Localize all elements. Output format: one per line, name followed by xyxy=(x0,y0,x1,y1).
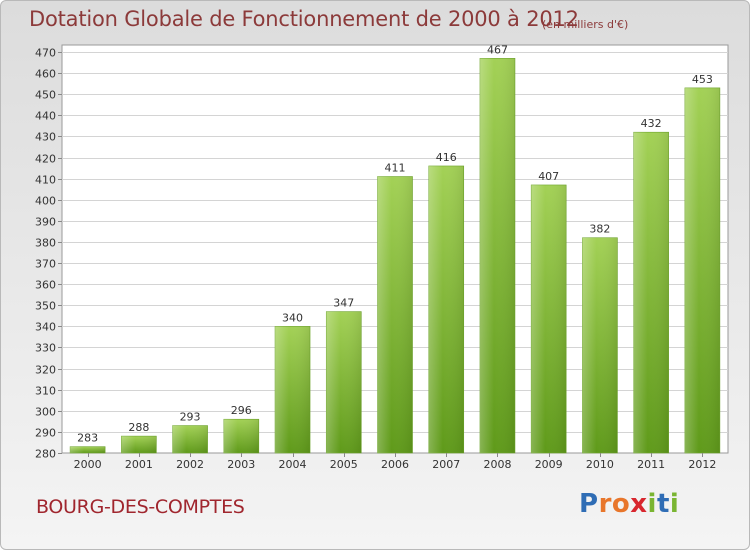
chart-unit-subtitle: (en milliers d'€) xyxy=(542,18,629,31)
y-tick-label: 330 xyxy=(35,342,56,355)
logo-letter: i xyxy=(647,489,657,519)
city-name: BOURG-DES-COMPTES xyxy=(36,496,245,518)
y-tick-label: 450 xyxy=(35,89,56,102)
data-label: 283 xyxy=(77,432,98,445)
logo-letter: i xyxy=(669,489,680,519)
y-tick-label: 460 xyxy=(35,68,56,81)
y-tick-label: 320 xyxy=(35,364,56,377)
y-tick-label: 470 xyxy=(35,47,56,60)
logo-letter: o xyxy=(611,489,631,519)
y-tick-label: 410 xyxy=(35,174,56,187)
data-label: 453 xyxy=(692,73,713,86)
y-tick-label: 300 xyxy=(35,406,56,419)
data-label: 293 xyxy=(180,411,201,424)
y-tick-label: 390 xyxy=(35,216,56,229)
y-tick-label: 430 xyxy=(35,131,56,144)
proxiti-logo: Proxiti xyxy=(579,489,679,519)
bar-shade-2011 xyxy=(633,132,669,453)
data-label: 416 xyxy=(436,151,457,164)
x-tick-label: 2010 xyxy=(586,458,614,471)
x-tick-label: 2006 xyxy=(381,458,409,471)
data-label: 382 xyxy=(589,223,610,236)
y-tick-label: 440 xyxy=(35,110,56,123)
y-tick-label: 400 xyxy=(35,195,56,208)
bar-shade-2008 xyxy=(479,58,515,454)
y-tick-label: 290 xyxy=(35,427,56,440)
data-label: 407 xyxy=(538,170,559,183)
y-tick-label: 360 xyxy=(35,279,56,292)
bar-shade-2003 xyxy=(223,419,259,453)
bar-shade-2007 xyxy=(428,165,464,453)
chart-title: Dotation Globale de Fonctionnement de 20… xyxy=(29,7,579,31)
data-label: 288 xyxy=(128,421,149,434)
y-tick-label: 380 xyxy=(35,237,56,250)
data-label: 411 xyxy=(385,162,406,175)
bar-shade-2010 xyxy=(582,237,618,453)
y-tick-label: 420 xyxy=(35,153,56,166)
y-tick-label: 340 xyxy=(35,321,56,334)
x-tick-label: 2007 xyxy=(432,458,460,471)
bar-shade-2005 xyxy=(326,311,362,453)
x-tick-label: 2004 xyxy=(279,458,307,471)
y-tick-label: 310 xyxy=(35,385,56,398)
y-tick-label: 370 xyxy=(35,258,56,271)
bar-shade-2006 xyxy=(377,176,413,453)
logo-letter: t xyxy=(656,489,670,519)
x-tick-label: 2005 xyxy=(330,458,358,471)
data-label: 347 xyxy=(333,297,354,310)
x-tick-label: 2011 xyxy=(637,458,665,471)
x-tick-label: 2001 xyxy=(125,458,153,471)
logo-letter: x xyxy=(630,489,648,519)
data-label: 467 xyxy=(487,43,508,56)
data-label: 340 xyxy=(282,311,303,324)
x-tick-label: 2009 xyxy=(535,458,563,471)
bar-shade-2000 xyxy=(70,446,106,453)
x-tick-label: 2008 xyxy=(483,458,511,471)
x-tick-label: 2003 xyxy=(227,458,255,471)
y-tick-label: 350 xyxy=(35,300,56,313)
logo-letter: P xyxy=(579,489,599,519)
bar-shade-2001 xyxy=(121,436,157,453)
data-label: 296 xyxy=(231,404,252,417)
y-tick-label: 280 xyxy=(35,448,56,461)
data-label: 432 xyxy=(641,117,662,130)
bar-shade-2012 xyxy=(684,87,720,454)
logo-letter: r xyxy=(598,489,612,519)
bar-shade-2002 xyxy=(172,425,208,453)
x-tick-label: 2012 xyxy=(688,458,716,471)
x-tick-label: 2002 xyxy=(176,458,204,471)
x-tick-label: 2000 xyxy=(74,458,102,471)
bar-shade-2004 xyxy=(275,326,311,453)
bar-shade-2009 xyxy=(531,184,567,453)
